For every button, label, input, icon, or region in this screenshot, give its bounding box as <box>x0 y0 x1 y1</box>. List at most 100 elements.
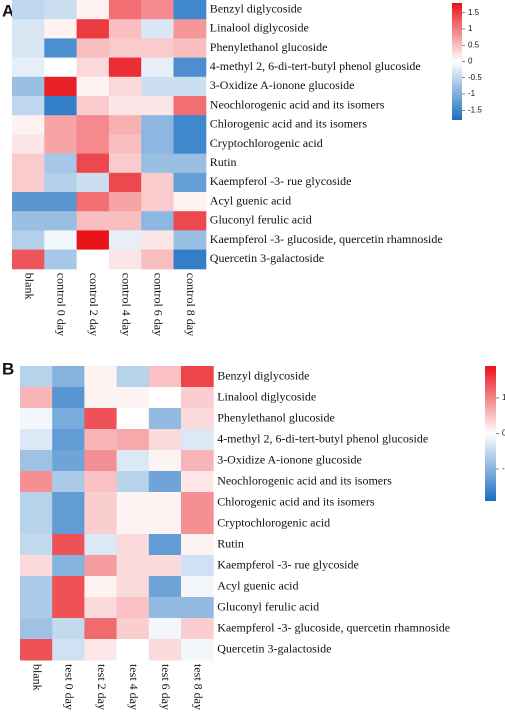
heatmap-cell <box>20 576 53 598</box>
row-label: 4-methyl 2, 6-di-tert-butyl phenol gluco… <box>217 431 428 445</box>
heatmap-cell <box>141 192 174 212</box>
row-label: Chlorogenic acid and its isomers <box>217 494 375 508</box>
heatmap-cell <box>148 387 182 409</box>
heatmap-cell <box>12 38 45 59</box>
colorbar-tick-label: 0 <box>502 429 505 438</box>
colorbar-tick-label: -1 <box>468 89 476 98</box>
heatmap-cell <box>108 76 142 97</box>
row-label: Quercetin 3-galactoside <box>210 251 324 265</box>
row-label: Acyl guenic acid <box>217 578 298 592</box>
heatmap-cell <box>44 76 78 97</box>
heatmap-cell <box>52 408 85 430</box>
heatmap-cell <box>52 618 85 640</box>
column-label: test 6 day <box>159 664 173 710</box>
colorbar <box>485 366 496 501</box>
row-label: Kaempferol -3- rue glycoside <box>217 557 359 571</box>
heatmap-cell <box>76 38 110 59</box>
heatmap-cell <box>116 618 150 640</box>
heatmap-cell <box>148 366 182 388</box>
row-label: 3-Oxidize A-ionone glucoside <box>217 452 362 466</box>
heatmap-cell <box>148 534 182 556</box>
heatmap-cell <box>108 153 142 174</box>
heatmap-cell <box>181 639 214 661</box>
heatmap-cell <box>76 211 110 231</box>
heatmap-cell <box>141 76 174 97</box>
column-label: control 8 day <box>184 273 198 336</box>
heatmap-cell <box>52 639 85 661</box>
heatmap-cell <box>52 471 85 493</box>
heatmap-cell <box>12 57 45 78</box>
heatmap-cell <box>52 513 85 535</box>
heatmap-cell <box>52 366 85 388</box>
heatmap-cell <box>148 555 182 577</box>
heatmap-cell <box>84 450 118 472</box>
row-label: Cryptochlorogenic acid <box>217 515 330 529</box>
heatmap-cell <box>76 0 110 20</box>
heatmap-cell <box>173 19 207 39</box>
heatmap-cell <box>44 134 78 155</box>
row-label: Kaempferol -3- glucoside, quercetin rham… <box>210 232 443 246</box>
heatmap-cell <box>84 618 118 640</box>
heatmap-cell <box>84 429 118 451</box>
heatmap-cell <box>173 115 207 135</box>
heatmap-cell <box>44 192 78 212</box>
heatmap-cell <box>108 192 142 212</box>
heatmap-cell <box>108 211 142 231</box>
heatmap-cell <box>76 19 110 39</box>
heatmap-cell <box>108 0 142 20</box>
heatmap-cell <box>84 639 118 661</box>
row-label: 4-methyl 2, 6-di-tert-butyl phenol gluco… <box>210 59 421 73</box>
heatmap-cell <box>20 597 53 619</box>
colorbar-tick-label: 1 <box>502 393 505 402</box>
colorbar-tick-label: -1.5 <box>468 105 482 114</box>
row-label: Gluconyl ferulic acid <box>210 213 312 227</box>
heatmap-cell <box>12 249 45 270</box>
heatmap-cell <box>116 471 150 493</box>
heatmap-cell <box>12 134 45 155</box>
heatmap-cell <box>116 387 150 409</box>
heatmap-cell <box>52 387 85 409</box>
heatmap-cell <box>148 492 182 514</box>
heatmap-cell <box>116 366 150 388</box>
heatmap-cell <box>84 576 118 598</box>
heatmap-cell <box>20 387 53 409</box>
heatmap-cell <box>181 513 214 535</box>
heatmap-cell <box>141 230 174 251</box>
row-label: 3-Oxidize A-ionone glucoside <box>210 78 355 92</box>
column-label: test 2 day <box>95 664 109 710</box>
heatmap-cell <box>116 639 150 661</box>
heatmap-cell <box>20 639 53 661</box>
heatmap-cell <box>141 38 174 59</box>
heatmap-cell <box>116 492 150 514</box>
heatmap-cell <box>76 172 110 193</box>
row-label: Rutin <box>217 536 244 550</box>
heatmap-cell <box>141 0 174 20</box>
heatmap-cell <box>108 19 142 39</box>
heatmap-cell <box>12 0 45 20</box>
heatmap-cell <box>148 639 182 661</box>
heatmap-cell <box>20 408 53 430</box>
heatmap-cell <box>84 492 118 514</box>
heatmap-cell <box>76 76 110 97</box>
heatmap-cell <box>20 534 53 556</box>
heatmap-cell <box>116 513 150 535</box>
heatmap-cell <box>84 597 118 619</box>
heatmap-cell <box>44 19 78 39</box>
colorbar-tick-label: 0.5 <box>468 40 480 49</box>
heatmap-cell <box>141 19 174 39</box>
row-label: Phenylethanol glucoside <box>217 410 335 424</box>
heatmap-cell <box>12 172 45 193</box>
panel-label: A <box>2 1 14 20</box>
heatmap-cell <box>76 230 110 251</box>
heatmap-cell <box>173 57 207 78</box>
colorbar-tick-label: -0.5 <box>468 73 482 82</box>
column-label: control 2 day <box>87 273 101 336</box>
heatmap-cell <box>108 230 142 251</box>
row-label: Neochlorogenic acid and its isomers <box>210 97 385 111</box>
heatmap-cell <box>181 387 214 409</box>
heatmap-cell <box>52 492 85 514</box>
heatmap-cell <box>181 429 214 451</box>
row-label: Neochlorogenic acid and its isomers <box>217 473 392 487</box>
heatmap-cell <box>116 597 150 619</box>
heatmap-cell <box>141 172 174 193</box>
